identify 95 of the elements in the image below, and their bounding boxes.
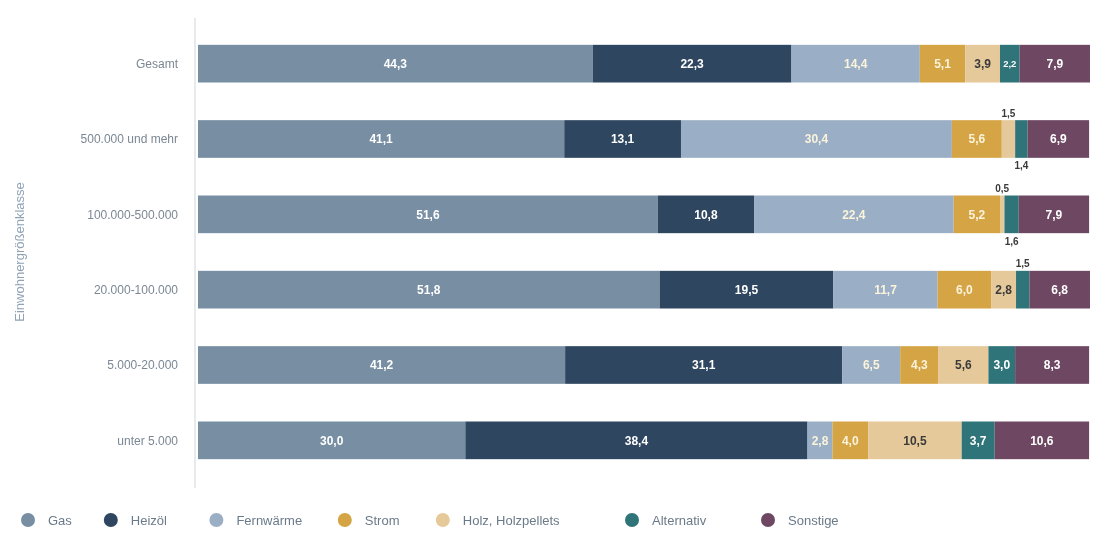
bar	[592, 44, 792, 83]
bar	[657, 195, 755, 234]
bar	[1015, 346, 1090, 384]
data-label: 2,2	[1003, 57, 1017, 69]
data-label: 13,1	[610, 132, 635, 147]
bar	[565, 346, 843, 384]
data-label: 51,8	[417, 282, 441, 297]
data-label: 5,1	[934, 56, 952, 71]
data-label: 41,2	[369, 358, 394, 373]
data-label: 6,9	[1050, 132, 1068, 147]
data-label: 41,1	[369, 132, 394, 147]
data-label: 1,5	[1015, 258, 1031, 270]
bar	[1029, 270, 1090, 309]
data-label: 11,7	[874, 282, 898, 297]
bar	[791, 44, 920, 83]
bar	[1016, 270, 1030, 309]
bar	[465, 421, 808, 460]
data-label: 10,8	[694, 207, 718, 222]
legend-label: Gas	[48, 512, 73, 528]
data-label: 0,5	[995, 183, 1010, 194]
bar	[1004, 195, 1019, 234]
data-label: 5,6	[968, 132, 986, 147]
bar	[900, 346, 939, 384]
data-label: 5,2	[968, 207, 986, 222]
bar	[988, 346, 1016, 384]
data-label: 4,3	[911, 358, 929, 373]
bar	[951, 120, 1002, 158]
data-label: 6,0	[956, 282, 974, 297]
data-label: 22,4	[842, 207, 866, 222]
y-tick-label: 100.000-500.000	[87, 207, 179, 222]
data-label: 5,6	[955, 358, 973, 373]
data-label: 8,3	[1043, 358, 1061, 373]
y-tick-label: 500.000 und mehr	[80, 132, 178, 147]
data-label: 7,9	[1045, 207, 1063, 222]
data-label: 51,6	[416, 207, 440, 222]
bar	[937, 270, 992, 309]
data-label: 7,9	[1046, 56, 1064, 71]
data-label: 4,0	[841, 433, 859, 448]
bar	[842, 346, 901, 384]
data-label: 38,4	[624, 433, 649, 448]
data-label: 3,0	[993, 358, 1011, 373]
bar	[680, 120, 952, 158]
data-label: 3,9	[974, 56, 992, 71]
bar	[965, 44, 1000, 83]
data-label: 30,4	[804, 132, 829, 147]
y-tick-label: Gesamt	[135, 56, 179, 71]
legend-label: Alternativ	[652, 512, 707, 528]
legend-label: Heizöl	[130, 512, 168, 528]
legend-label: Sonstige	[788, 512, 839, 528]
data-label: 31,1	[692, 358, 716, 373]
bar	[1027, 120, 1090, 158]
data-label: 10,5	[903, 433, 927, 448]
bar	[953, 195, 1000, 234]
bar	[198, 421, 466, 460]
bar	[1001, 120, 1016, 158]
data-label: 2,8	[811, 433, 829, 448]
bar	[659, 270, 834, 309]
legend-label: Holz, Holzpellets	[462, 512, 561, 528]
bar	[1000, 44, 1020, 83]
bar	[868, 421, 962, 460]
data-label: 1,6	[1004, 235, 1019, 247]
bar	[938, 346, 989, 384]
data-label: 44,3	[383, 56, 408, 71]
bar	[198, 346, 566, 384]
bar	[961, 421, 995, 460]
data-label: 1,5	[1001, 107, 1016, 119]
data-label: 30,0	[319, 433, 344, 448]
bar	[198, 120, 565, 158]
bar	[198, 270, 660, 309]
bar	[832, 421, 869, 460]
y-tick-label: 5.000-20.000	[107, 358, 179, 373]
data-label: 6,8	[1051, 282, 1069, 297]
bar	[564, 120, 681, 158]
data-label: 19,5	[734, 282, 759, 297]
data-label: 2,8	[995, 282, 1013, 297]
data-label: 1,4	[1014, 160, 1029, 172]
data-label: 10,6	[1030, 433, 1054, 448]
y-tick-label: unter 5.000	[117, 433, 179, 448]
bar	[833, 270, 938, 309]
bar	[1018, 195, 1090, 234]
bar	[994, 421, 1090, 460]
legend-label: Strom	[364, 512, 400, 528]
bar	[198, 195, 658, 234]
bar	[754, 195, 954, 234]
y-axis-title: Einwohnergrößenklasse	[12, 182, 27, 322]
data-label: 3,7	[969, 433, 987, 448]
bar	[1015, 120, 1028, 158]
y-tick-label: 20.000-100.000	[93, 282, 179, 297]
legend-label: Fernwärme	[236, 512, 303, 528]
bar	[198, 44, 593, 83]
data-label: 22,3	[680, 56, 705, 71]
data-label: 6,5	[862, 358, 880, 373]
data-label: 14,4	[843, 56, 868, 71]
bar	[1019, 44, 1090, 83]
bar	[919, 44, 966, 83]
